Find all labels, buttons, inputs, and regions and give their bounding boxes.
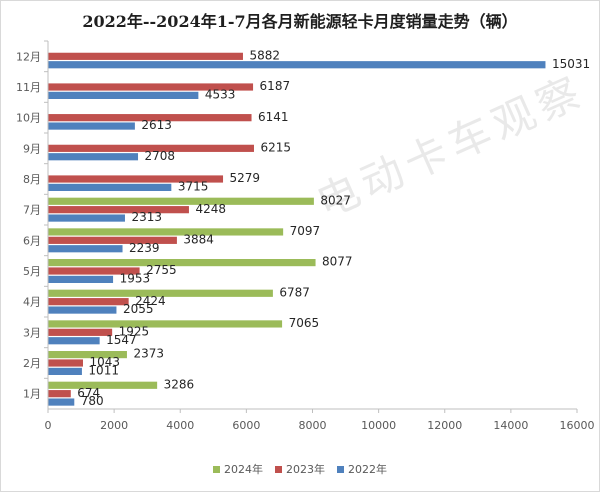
data-label: 3884 <box>183 232 214 246</box>
x-tick-label: 14000 <box>493 419 528 432</box>
data-label: 1925 <box>119 324 150 338</box>
x-tick-label: 0 <box>45 419 52 432</box>
bar <box>48 114 252 122</box>
data-label: 15031 <box>552 57 590 71</box>
data-label: 6141 <box>258 110 289 124</box>
bar <box>48 337 100 345</box>
bar <box>48 398 75 406</box>
data-label: 7065 <box>289 316 320 330</box>
data-label: 6187 <box>260 79 291 93</box>
legend-swatch <box>337 465 344 473</box>
data-label: 8027 <box>320 193 351 207</box>
x-tick-label: 2000 <box>100 419 128 432</box>
data-label: 6787 <box>279 285 310 299</box>
bar <box>48 214 125 222</box>
bar <box>48 289 273 297</box>
bar <box>48 381 158 389</box>
x-tick-label: 12000 <box>427 419 462 432</box>
bar <box>48 197 314 205</box>
data-label: 4533 <box>205 88 236 102</box>
y-tick-label: 2月 <box>23 357 41 370</box>
bar <box>48 259 316 267</box>
bar <box>48 144 254 152</box>
bar <box>48 183 172 191</box>
bar <box>48 245 123 253</box>
bar <box>48 306 117 314</box>
legend-item: 2024年 <box>213 461 263 477</box>
legend-label: 2023年 <box>286 463 325 476</box>
y-tick-label: 1月 <box>23 388 41 401</box>
data-label: 2373 <box>133 347 164 361</box>
x-tick-label: 8000 <box>299 419 327 432</box>
bar <box>48 83 254 91</box>
bar <box>48 359 83 367</box>
bar <box>48 91 199 99</box>
x-tick-label: 4000 <box>166 419 194 432</box>
data-label: 2755 <box>146 263 177 277</box>
y-tick-label: 5月 <box>23 265 41 278</box>
data-label: 5279 <box>230 171 261 185</box>
y-tick-label: 12月 <box>16 50 41 63</box>
data-label: 8077 <box>322 255 353 269</box>
bar <box>48 267 140 275</box>
legend-label: 2024年 <box>224 463 263 476</box>
bar <box>48 328 113 336</box>
data-label: 2613 <box>141 118 172 132</box>
data-label: 674 <box>77 386 100 400</box>
bar <box>48 298 129 306</box>
x-tick-label: 16000 <box>560 419 595 432</box>
legend-swatch <box>213 465 220 473</box>
bar <box>48 390 71 398</box>
bar <box>48 153 139 161</box>
y-tick-label: 6月 <box>23 234 41 247</box>
data-label: 1043 <box>89 355 120 369</box>
y-tick-label: 4月 <box>23 296 41 309</box>
data-label: 1011 <box>88 364 119 378</box>
legend-swatch <box>275 465 282 473</box>
bar <box>48 236 177 244</box>
data-label: 5882 <box>249 48 280 62</box>
data-label: 4248 <box>195 202 226 216</box>
y-tick-label: 7月 <box>23 204 41 217</box>
data-label: 3286 <box>164 377 195 391</box>
y-tick-label: 10月 <box>16 112 41 125</box>
legend-label: 2022年 <box>348 463 387 476</box>
x-tick-label: 10000 <box>361 419 396 432</box>
y-tick-label: 8月 <box>23 173 41 186</box>
data-label: 2055 <box>123 302 154 316</box>
bar <box>48 206 189 214</box>
data-label: 3715 <box>178 180 209 194</box>
bar <box>48 351 127 359</box>
bar <box>48 275 114 283</box>
data-label: 1547 <box>106 333 137 347</box>
y-tick-label: 11月 <box>16 81 41 94</box>
bar <box>48 52 243 60</box>
chart-legend: 2024年 2023年 2022年 <box>0 461 600 477</box>
bar <box>48 122 135 130</box>
bar <box>48 228 284 236</box>
chart-title: 2022年--2024年1-7月各月新能源轻卡月度销量走势（辆） <box>82 12 518 31</box>
y-tick-label: 3月 <box>23 326 41 339</box>
data-label: 780 <box>81 394 104 408</box>
data-label: 1953 <box>120 272 151 286</box>
x-tick-label: 6000 <box>232 419 260 432</box>
bar <box>48 61 546 69</box>
data-label: 7097 <box>290 224 321 238</box>
legend-item: 2023年 <box>275 461 325 477</box>
bar <box>48 320 283 328</box>
legend-item: 2022年 <box>337 461 387 477</box>
y-tick-label: 9月 <box>23 142 41 155</box>
data-label: 2708 <box>145 149 176 163</box>
data-label: 6215 <box>260 140 291 154</box>
data-label: 2424 <box>135 294 166 308</box>
bar <box>48 175 224 183</box>
bar <box>48 367 82 375</box>
data-label: 2313 <box>131 210 162 224</box>
data-label: 2239 <box>129 241 160 255</box>
